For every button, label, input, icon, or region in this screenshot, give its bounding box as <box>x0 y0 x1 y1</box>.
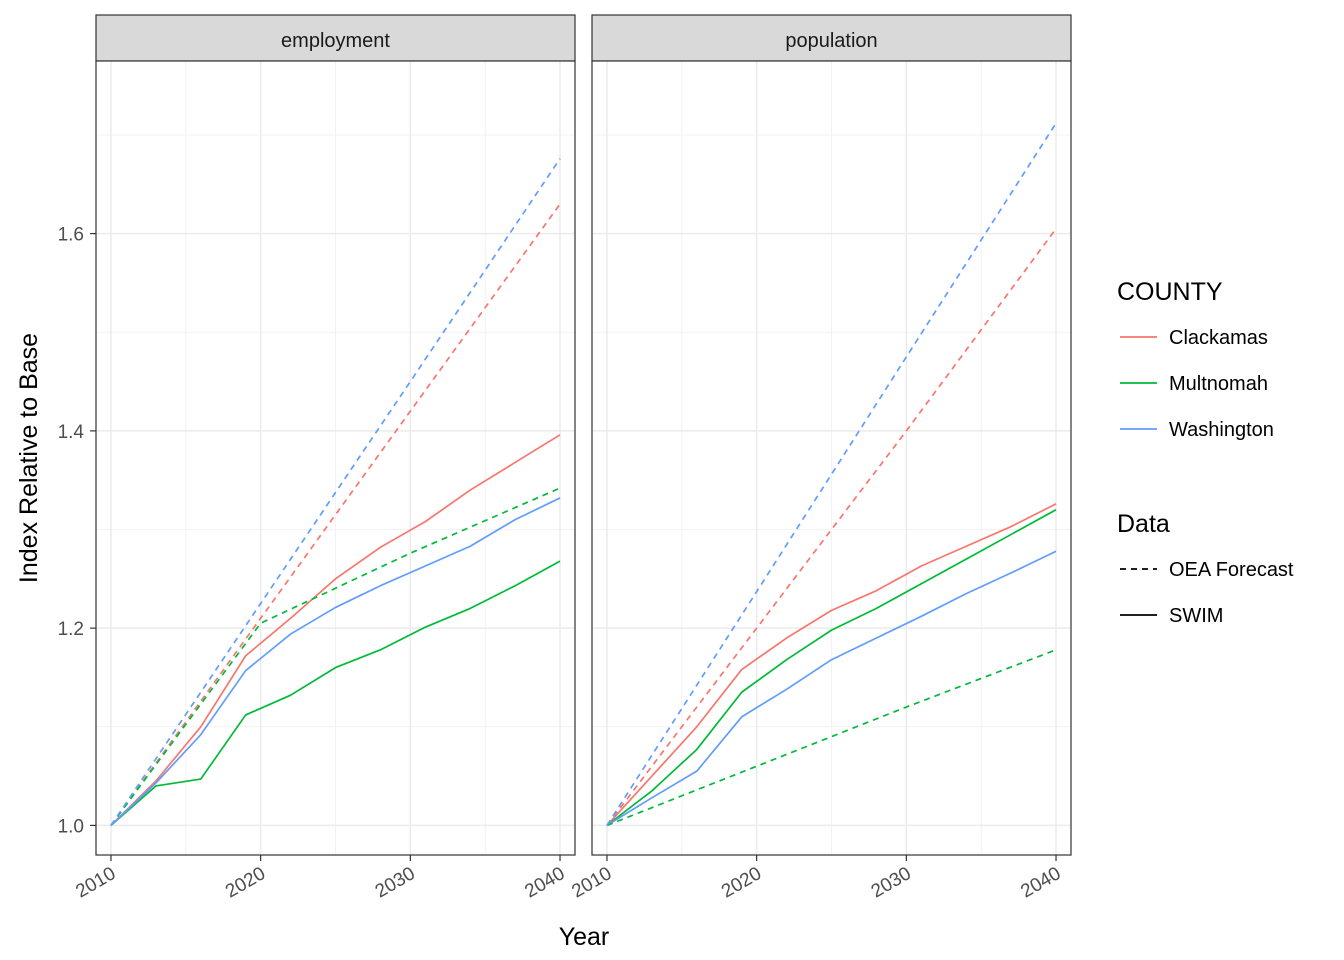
panel-border-employment <box>95 60 576 856</box>
series-lines-employment <box>110 158 561 827</box>
x-tick-label: 2040 <box>1017 863 1064 902</box>
legend-label-clackamas: Clackamas <box>1169 327 1268 349</box>
line-multnomah-oea-forecast <box>110 487 561 826</box>
x-axis-employment: 2010 2020 2030 2040 <box>72 855 569 902</box>
strip-background-employment <box>95 14 576 62</box>
strip-background-population <box>591 14 1072 62</box>
line-washington-oea-forecast <box>110 158 561 826</box>
y-tick-label: 1.6 <box>58 225 84 246</box>
legend-label-multnomah: Multnomah <box>1169 373 1268 395</box>
x-tick-label: 2020 <box>718 863 765 902</box>
legend-label-swim: SWIM <box>1169 605 1223 627</box>
legend-label-oea-forecast: OEA Forecast <box>1169 559 1294 581</box>
strip-label-population: population <box>785 30 877 52</box>
x-tick-label: 2040 <box>521 863 568 902</box>
x-tick-label: 2010 <box>568 863 615 902</box>
line-clackamas-oea-forecast <box>606 228 1057 826</box>
line-multnomah-oea-forecast <box>606 649 1057 827</box>
legend-data-keys: OEA Forecast SWIM <box>1120 559 1294 627</box>
x-tick-label: 2020 <box>222 863 269 902</box>
gridlines-population <box>592 61 1071 855</box>
y-tick-label: 1.4 <box>58 422 85 443</box>
panel-population: population 2010 2020 2030 2040 <box>568 14 1072 902</box>
legend-title-data: Data <box>1117 510 1170 538</box>
series-lines-population <box>606 122 1057 827</box>
gridlines-employment <box>96 61 575 855</box>
y-tick-label: 1.2 <box>58 619 84 640</box>
x-axis-population: 2010 2020 2030 2040 <box>568 855 1065 902</box>
x-tick-label: 2030 <box>868 863 915 902</box>
legend-label-washington: Washington <box>1169 419 1274 441</box>
line-washington-oea-forecast <box>606 122 1057 826</box>
x-axis-title: Year <box>559 923 610 951</box>
line-multnomah-swim <box>606 509 1057 827</box>
y-tick-label: 1.0 <box>58 816 84 837</box>
panel-border-population <box>591 60 1072 856</box>
y-axis-title: Index Relative to Base <box>15 333 43 583</box>
x-tick-label: 2030 <box>372 863 419 902</box>
line-clackamas-swim <box>110 434 561 827</box>
panel-employment: employment 2010 2020 2030 2040 <box>72 14 576 902</box>
strip-label-employment: employment <box>281 30 390 52</box>
legend: COUNTY Clackamas Multnomah Washington Data… <box>1117 278 1294 627</box>
legend-title-county: COUNTY <box>1117 278 1223 306</box>
line-washington-swim <box>606 550 1057 827</box>
legend-county-keys: Clackamas Multnomah Washington <box>1120 327 1274 441</box>
x-tick-label: 2010 <box>72 863 119 902</box>
line-washington-swim <box>110 497 561 827</box>
y-axis: 1.0 1.2 1.4 1.6 <box>58 225 96 837</box>
line-clackamas-oea-forecast <box>110 203 561 826</box>
line-clackamas-swim <box>606 503 1057 826</box>
line-multnomah-swim <box>110 560 561 827</box>
